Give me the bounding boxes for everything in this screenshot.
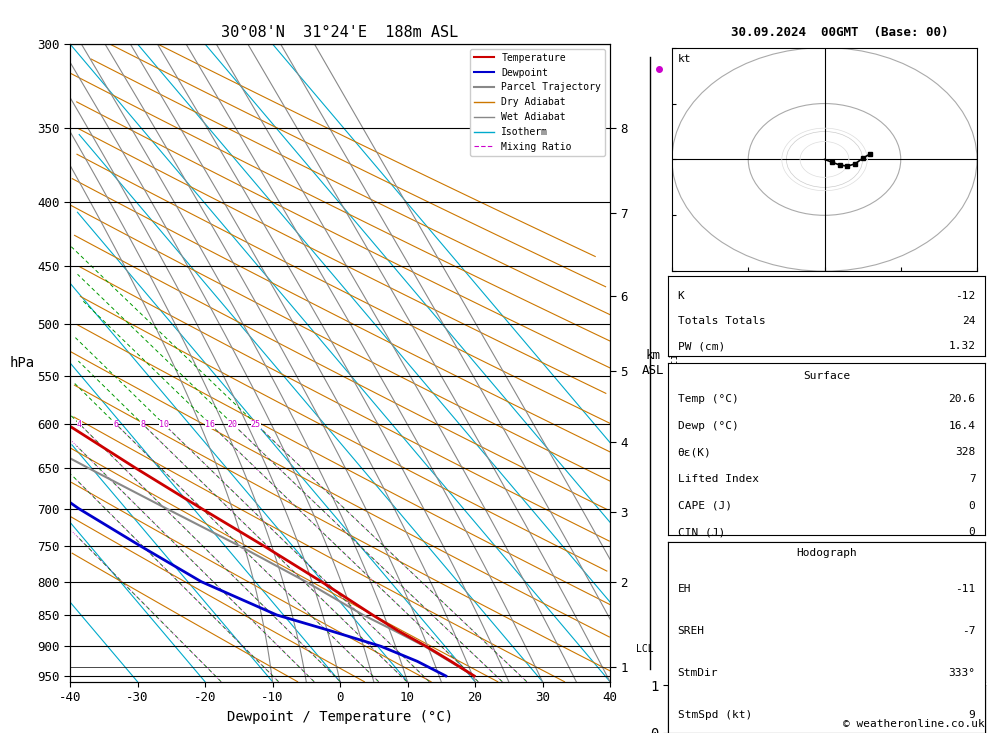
Text: 330: 330	[955, 593, 975, 603]
Text: Surface: Surface	[803, 372, 850, 381]
Text: 10: 10	[159, 419, 169, 429]
Text: 25: 25	[251, 419, 261, 429]
Text: kt: kt	[678, 54, 692, 65]
Text: PW (cm): PW (cm)	[678, 342, 725, 351]
Text: Hodograph: Hodograph	[796, 548, 857, 558]
Text: hPa: hPa	[10, 356, 35, 370]
Text: θε(K): θε(K)	[678, 447, 711, 457]
Text: 0: 0	[969, 501, 975, 511]
Text: 30.09.2024  00GMT  (Base: 00): 30.09.2024 00GMT (Base: 00)	[731, 26, 949, 39]
Text: CIN (J): CIN (J)	[678, 527, 725, 537]
Text: StmDir: StmDir	[678, 668, 718, 678]
Text: LCL: LCL	[636, 644, 654, 654]
Text: 8: 8	[140, 419, 145, 429]
Text: Totals Totals: Totals Totals	[678, 316, 765, 326]
Y-axis label: km
ASL: km ASL	[642, 349, 664, 377]
Text: EH: EH	[678, 584, 691, 594]
Text: Pressure (mb): Pressure (mb)	[678, 567, 765, 578]
Legend: Temperature, Dewpoint, Parcel Trajectory, Dry Adiabat, Wet Adiabat, Isotherm, Mi: Temperature, Dewpoint, Parcel Trajectory…	[470, 49, 605, 156]
X-axis label: Dewpoint / Temperature (°C): Dewpoint / Temperature (°C)	[227, 710, 453, 724]
Text: -7: -7	[962, 626, 975, 636]
Text: Lifted Index: Lifted Index	[678, 619, 759, 629]
Text: 0: 0	[969, 645, 975, 655]
Text: Mixing Ratio (g/kg): Mixing Ratio (g/kg)	[670, 299, 680, 427]
Text: 20: 20	[228, 419, 238, 429]
Text: CAPE (J): CAPE (J)	[678, 501, 732, 511]
Text: K: K	[678, 290, 684, 301]
Text: 328: 328	[955, 447, 975, 457]
Text: CAPE (J): CAPE (J)	[678, 645, 732, 655]
Text: 1.32: 1.32	[948, 342, 975, 351]
Text: -12: -12	[955, 290, 975, 301]
Text: -11: -11	[955, 584, 975, 594]
Text: 16: 16	[205, 419, 215, 429]
Text: Temp (°C): Temp (°C)	[678, 394, 738, 404]
Text: StmSpd (kt): StmSpd (kt)	[678, 710, 752, 720]
Text: 7: 7	[969, 474, 975, 484]
Text: 975: 975	[955, 567, 975, 578]
Text: 20.6: 20.6	[948, 394, 975, 404]
Text: CIN (J): CIN (J)	[678, 671, 725, 680]
Text: 0: 0	[969, 527, 975, 537]
Text: © weatheronline.co.uk: © weatheronline.co.uk	[843, 719, 985, 729]
Text: 0: 0	[969, 671, 975, 680]
Text: 333°: 333°	[948, 668, 975, 678]
Text: Most Unstable: Most Unstable	[783, 548, 870, 558]
Title: 30°08'N  31°24'E  188m ASL: 30°08'N 31°24'E 188m ASL	[221, 25, 459, 40]
Text: 16.4: 16.4	[948, 421, 975, 430]
Text: 7: 7	[969, 619, 975, 629]
Text: Dewp (°C): Dewp (°C)	[678, 421, 738, 430]
Text: Hodograph: Hodograph	[796, 687, 857, 697]
Text: Lifted Index: Lifted Index	[678, 474, 759, 484]
Text: SREH: SREH	[678, 626, 705, 636]
Text: 6: 6	[113, 419, 118, 429]
Text: θε (K): θε (K)	[678, 593, 718, 603]
Text: 4: 4	[77, 419, 82, 429]
Text: 9: 9	[969, 710, 975, 720]
Text: 24: 24	[962, 316, 975, 326]
